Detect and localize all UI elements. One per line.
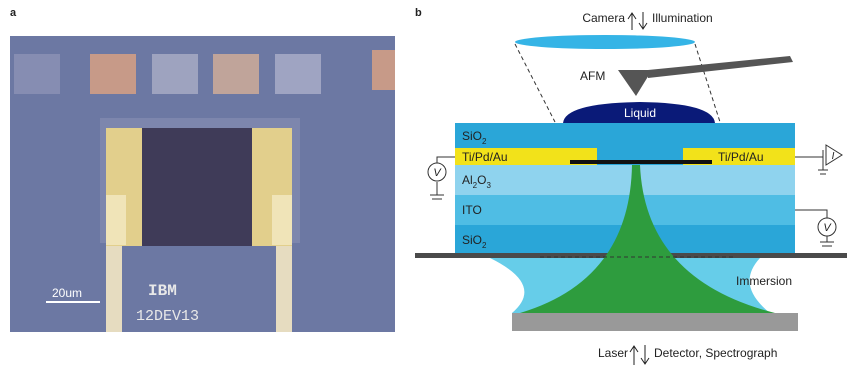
text-part: 2 — [482, 137, 487, 146]
amplifier — [795, 145, 842, 174]
panel-label: b — [415, 7, 422, 19]
layer-label: Ti/Pd/Au — [718, 150, 764, 164]
top-label: Camera — [582, 11, 625, 25]
arrows — [628, 12, 647, 30]
text-part: SiO — [462, 233, 482, 247]
layer — [455, 123, 795, 148]
arrows — [630, 345, 649, 365]
text-part: 3 — [486, 181, 491, 190]
text-part: Al — [462, 173, 473, 187]
immersion-label: Immersion — [736, 274, 792, 288]
text-part: 2 — [482, 241, 487, 250]
layer-label: ITO — [462, 203, 482, 217]
lens — [515, 35, 695, 49]
scale-bar-label: 20um — [52, 286, 82, 300]
layer — [455, 165, 795, 195]
chip-text: IBM — [148, 282, 177, 300]
stage — [512, 313, 798, 331]
meter-label: I — [832, 151, 835, 162]
figure: a 20um IBM 12DEV13 b Camera Illumination… — [0, 0, 847, 370]
page: a 20um IBM 12DEV13 b Camera Illumination… — [0, 0, 847, 370]
text-part: O — [477, 173, 486, 187]
liquid-label: Liquid — [624, 106, 656, 120]
panel-label: a — [10, 7, 17, 19]
afm-label: AFM — [580, 69, 605, 83]
chip-text: 12DEV13 — [136, 308, 199, 325]
text-part: SiO — [462, 129, 482, 143]
top-label: Illumination — [652, 11, 713, 25]
afm-tip — [618, 56, 793, 96]
bottom-label: Laser — [598, 346, 628, 360]
bottom-label: Detector, Spectrograph — [654, 346, 777, 360]
channel — [570, 160, 712, 164]
layer-label: Ti/Pd/Au — [462, 150, 508, 164]
